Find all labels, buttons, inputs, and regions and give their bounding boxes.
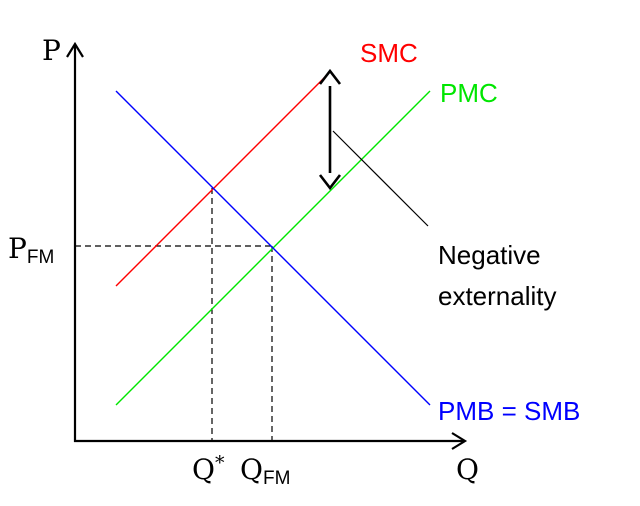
x-axis-arrow-icon xyxy=(451,432,468,450)
annotation-line-1: Negative xyxy=(438,240,541,270)
annotation-pointer-line xyxy=(332,130,429,227)
smc-label: SMC xyxy=(360,38,418,68)
q-star-label-superscript: * xyxy=(215,452,225,474)
externality-gap-arrow-top-icon xyxy=(318,68,342,85)
externality-gap-arrow-bottom-icon xyxy=(318,174,342,191)
y-axis-arrow-icon xyxy=(66,41,84,58)
demand-curve xyxy=(115,90,431,406)
p-fm-label-base: P xyxy=(8,232,27,265)
y-axis-label: P xyxy=(42,34,61,67)
q-fm-label-subscript: FM xyxy=(263,468,290,489)
annotation-line-2: externality xyxy=(438,281,557,311)
pmc-label: PMC xyxy=(440,78,498,108)
x-axis-label: Q xyxy=(456,453,479,486)
smc-curve xyxy=(115,71,331,287)
q-fm-label-base: Q xyxy=(240,453,263,486)
p-fm-label-subscript: FM xyxy=(27,247,54,268)
q-star-label: Q* xyxy=(192,452,225,486)
demand-label: PMB = SMB xyxy=(438,396,580,426)
q-fm-label: QFM xyxy=(240,453,290,489)
p-fm-label: PFM xyxy=(8,232,54,268)
q-star-label-base: Q xyxy=(192,453,215,486)
